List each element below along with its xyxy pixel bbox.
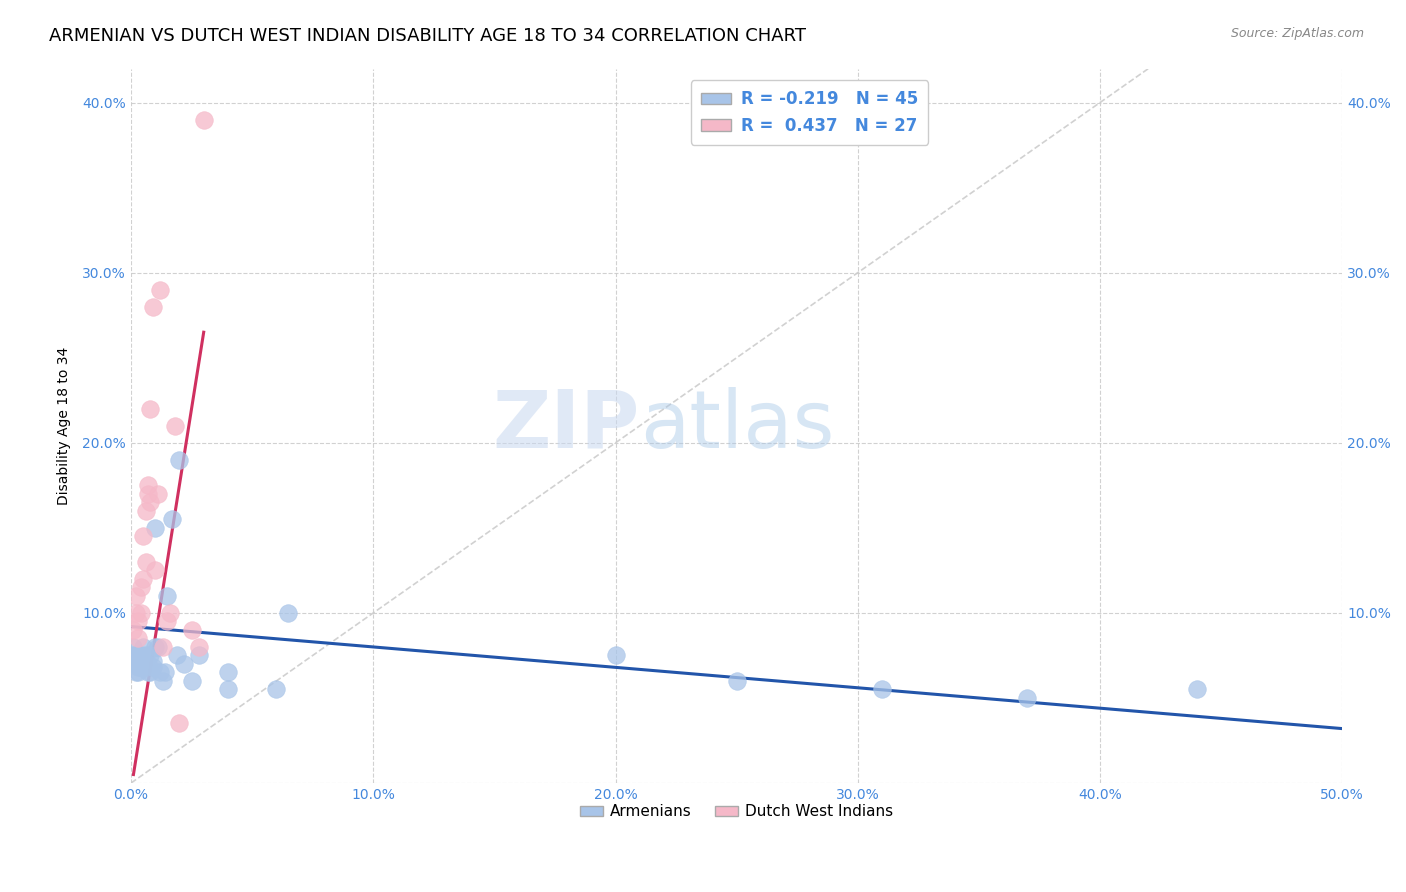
Point bbox=[127, 615, 149, 629]
Point bbox=[149, 665, 172, 680]
Point bbox=[132, 654, 155, 668]
Point bbox=[136, 478, 159, 492]
Point bbox=[266, 682, 288, 697]
Point bbox=[135, 648, 157, 663]
Point bbox=[169, 452, 191, 467]
Point bbox=[156, 615, 179, 629]
Point bbox=[870, 682, 893, 697]
Point bbox=[125, 648, 148, 663]
Point bbox=[127, 660, 149, 674]
Point bbox=[139, 495, 162, 509]
Point bbox=[136, 665, 159, 680]
Point bbox=[277, 606, 299, 620]
Point bbox=[136, 487, 159, 501]
Point bbox=[127, 632, 149, 646]
Legend: Armenians, Dutch West Indians: Armenians, Dutch West Indians bbox=[574, 798, 900, 825]
Point bbox=[1185, 682, 1208, 697]
Point bbox=[132, 572, 155, 586]
Point bbox=[169, 716, 191, 731]
Point bbox=[143, 563, 166, 577]
Point bbox=[129, 648, 152, 663]
Point bbox=[152, 640, 174, 654]
Point bbox=[173, 657, 195, 671]
Point bbox=[139, 401, 162, 416]
Point bbox=[187, 648, 209, 663]
Point bbox=[152, 673, 174, 688]
Point bbox=[125, 606, 148, 620]
Point bbox=[217, 665, 239, 680]
Point bbox=[1017, 690, 1039, 705]
Point bbox=[129, 606, 152, 620]
Point bbox=[142, 300, 165, 314]
Point bbox=[142, 660, 165, 674]
Point bbox=[132, 657, 155, 671]
Point bbox=[122, 623, 145, 637]
Point bbox=[193, 112, 215, 127]
Point bbox=[125, 665, 148, 680]
Point bbox=[163, 418, 186, 433]
Point bbox=[187, 640, 209, 654]
Text: Source: ZipAtlas.com: Source: ZipAtlas.com bbox=[1230, 27, 1364, 40]
Point bbox=[166, 648, 188, 663]
Point bbox=[159, 606, 181, 620]
Point bbox=[217, 682, 239, 697]
Text: atlas: atlas bbox=[640, 387, 834, 465]
Point bbox=[725, 673, 748, 688]
Point bbox=[146, 640, 169, 654]
Point bbox=[135, 555, 157, 569]
Point bbox=[149, 283, 172, 297]
Point bbox=[142, 654, 165, 668]
Point bbox=[125, 657, 148, 671]
Point bbox=[139, 665, 162, 680]
Point bbox=[132, 640, 155, 654]
Point bbox=[127, 657, 149, 671]
Point bbox=[135, 660, 157, 674]
Point bbox=[146, 487, 169, 501]
Point bbox=[122, 648, 145, 663]
Point bbox=[605, 648, 627, 663]
Point bbox=[125, 589, 148, 603]
Point bbox=[139, 648, 162, 663]
Point bbox=[127, 665, 149, 680]
Point bbox=[129, 654, 152, 668]
Point bbox=[160, 512, 183, 526]
Point bbox=[135, 504, 157, 518]
Point bbox=[143, 640, 166, 654]
Point bbox=[136, 657, 159, 671]
Point bbox=[180, 673, 202, 688]
Point bbox=[127, 654, 149, 668]
Point bbox=[122, 640, 145, 654]
Text: ARMENIAN VS DUTCH WEST INDIAN DISABILITY AGE 18 TO 34 CORRELATION CHART: ARMENIAN VS DUTCH WEST INDIAN DISABILITY… bbox=[49, 27, 806, 45]
Point bbox=[153, 665, 176, 680]
Point bbox=[129, 581, 152, 595]
Text: ZIP: ZIP bbox=[492, 387, 640, 465]
Point bbox=[156, 589, 179, 603]
Point bbox=[132, 529, 155, 543]
Point bbox=[143, 521, 166, 535]
Y-axis label: Disability Age 18 to 34: Disability Age 18 to 34 bbox=[58, 347, 72, 505]
Point bbox=[180, 623, 202, 637]
Point bbox=[129, 660, 152, 674]
